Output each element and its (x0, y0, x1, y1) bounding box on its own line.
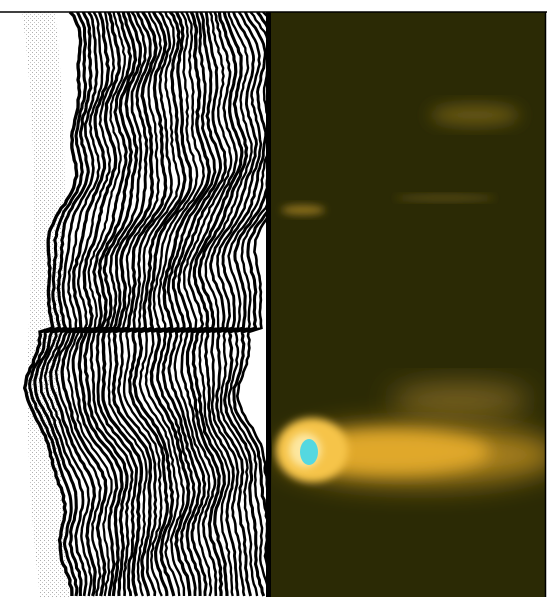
stripe (122, 12, 181, 597)
stripe (210, 12, 263, 597)
stripe (95, 12, 152, 597)
stripe (173, 12, 233, 597)
stripe (117, 12, 173, 597)
heat-group (276, 105, 545, 485)
stripe (83, 12, 142, 597)
stripe (22, 12, 83, 596)
stripe (101, 12, 158, 597)
faint-blob (430, 105, 520, 125)
stripe (203, 12, 258, 597)
stripe (198, 12, 253, 597)
stripe (161, 12, 222, 596)
stripe (77, 12, 138, 597)
stripe (49, 12, 111, 597)
right-panel (271, 12, 545, 597)
stripe-group (22, 12, 270, 597)
noise-band (22, 12, 70, 597)
stripe (138, 12, 199, 597)
stripe (89, 12, 147, 597)
stripe (28, 12, 88, 597)
stripe (60, 12, 122, 597)
stripe (66, 12, 126, 597)
stripe (180, 12, 238, 597)
stripe (132, 12, 193, 597)
stripe (107, 12, 163, 597)
stripe (156, 12, 217, 597)
stripe (227, 12, 270, 597)
stripe (215, 12, 268, 597)
stripe (127, 12, 187, 597)
stripe (39, 12, 99, 597)
stripe (167, 12, 227, 597)
stripe (149, 12, 211, 597)
stripe (232, 12, 270, 582)
stripe (191, 12, 249, 597)
stripe (54, 12, 116, 597)
stripe (43, 12, 104, 597)
stripe (185, 12, 244, 597)
stripe (111, 12, 168, 597)
faint-blob (395, 195, 495, 201)
stripe (223, 12, 270, 597)
stripe (33, 12, 93, 597)
stripe (71, 12, 133, 597)
faint-blob (281, 205, 325, 215)
stripe (144, 12, 206, 597)
panel-divider (266, 12, 271, 597)
cyan-spot (300, 439, 318, 465)
glow (390, 384, 530, 416)
